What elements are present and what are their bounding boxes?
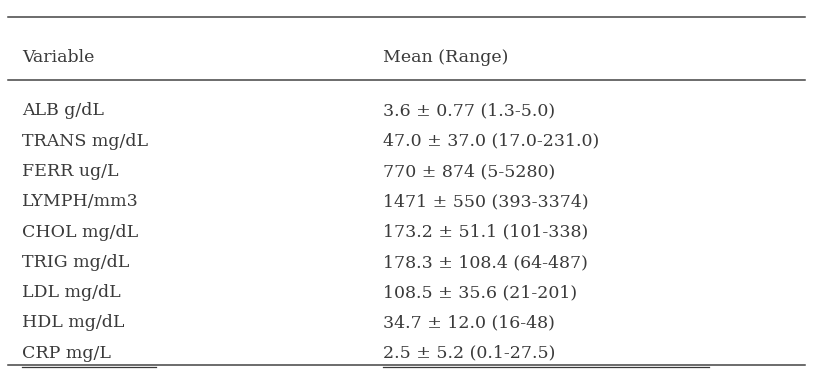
Text: HDL mg/dL: HDL mg/dL — [23, 314, 125, 331]
Text: 34.7 ± 12.0 (16-48): 34.7 ± 12.0 (16-48) — [383, 314, 554, 331]
Text: Variable: Variable — [23, 49, 95, 66]
Text: 2.5 ± 5.2 (0.1-27.5): 2.5 ± 5.2 (0.1-27.5) — [383, 345, 555, 362]
Text: TRANS mg/dL: TRANS mg/dL — [23, 133, 149, 150]
Text: Mean (Range): Mean (Range) — [383, 49, 508, 66]
Text: TRIG mg/dL: TRIG mg/dL — [23, 254, 130, 271]
Text: 108.5 ± 35.6 (21-201): 108.5 ± 35.6 (21-201) — [383, 284, 576, 301]
Text: FERR ug/L: FERR ug/L — [23, 163, 119, 180]
Text: ALB g/dL: ALB g/dL — [23, 103, 104, 120]
Text: 770 ± 874 (5-5280): 770 ± 874 (5-5280) — [383, 163, 554, 180]
Text: CHOL mg/dL: CHOL mg/dL — [23, 224, 138, 241]
Text: LDL mg/dL: LDL mg/dL — [23, 284, 121, 301]
Text: 178.3 ± 108.4 (64-487): 178.3 ± 108.4 (64-487) — [383, 254, 588, 271]
Text: 1471 ± 550 (393-3374): 1471 ± 550 (393-3374) — [383, 193, 589, 210]
Text: 47.0 ± 37.0 (17.0-231.0): 47.0 ± 37.0 (17.0-231.0) — [383, 133, 599, 150]
Text: 3.6 ± 0.77 (1.3-5.0): 3.6 ± 0.77 (1.3-5.0) — [383, 103, 554, 120]
Text: CRP mg/L: CRP mg/L — [23, 345, 111, 362]
Text: LYMPH/mm3: LYMPH/mm3 — [23, 193, 139, 210]
Text: 173.2 ± 51.1 (101-338): 173.2 ± 51.1 (101-338) — [383, 224, 588, 241]
